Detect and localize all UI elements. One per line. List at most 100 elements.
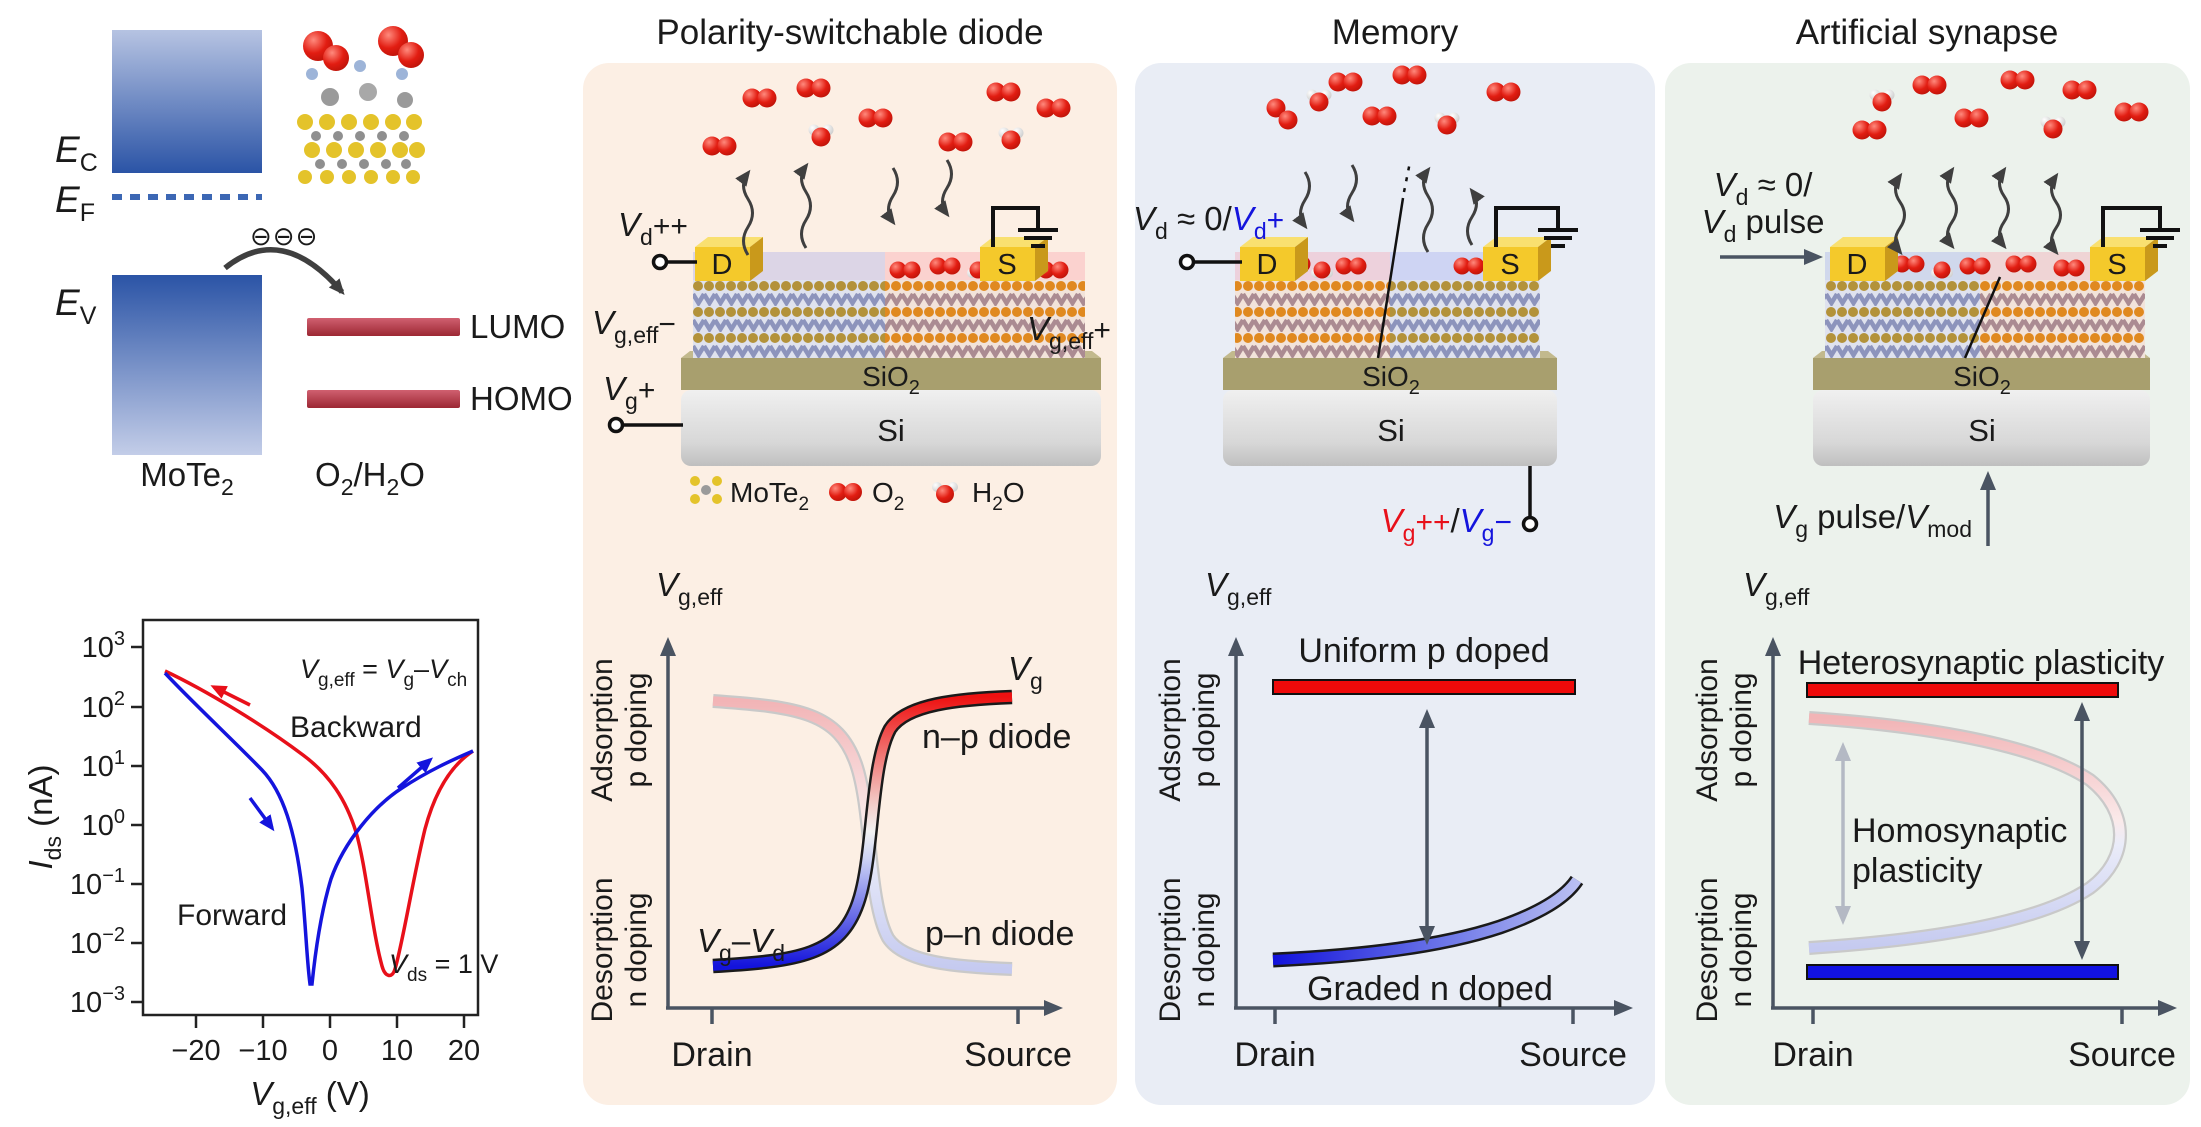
sio2-layer bbox=[681, 358, 1101, 390]
sio2-label: SiO2 bbox=[1953, 361, 2011, 399]
gate-terminal bbox=[1521, 515, 1539, 533]
gate-terminal bbox=[607, 416, 625, 434]
backward-direction-arrow bbox=[210, 685, 251, 707]
vgeff-plus-label: Vg,eff+ bbox=[1027, 310, 1111, 354]
profile-y-title: Vg,eff bbox=[656, 566, 723, 610]
drain-contact: D bbox=[695, 237, 763, 281]
floating-molecules bbox=[1852, 70, 2149, 140]
adsorption-label-1: Adsorption bbox=[1154, 658, 1187, 801]
mote2-legend-label: MoTe2 bbox=[730, 477, 809, 515]
svg-text:0: 0 bbox=[322, 1035, 338, 1067]
drain-letter: D bbox=[712, 249, 733, 281]
drain-label: Drain bbox=[671, 1036, 752, 1074]
vd-label: Vd++ bbox=[618, 206, 688, 250]
forward-direction-arrow-up bbox=[396, 757, 434, 790]
transfer-chart: 103 102 101 100 10−1 10−2 10−3 −20 −10 0… bbox=[22, 618, 498, 1119]
heterosynaptic-n-bar bbox=[1806, 964, 2119, 980]
vg-gate-label: Vg pulse/Vmod bbox=[1773, 498, 1972, 542]
svg-text:10−1: 10−1 bbox=[70, 865, 125, 901]
source-label: Source bbox=[2068, 1036, 2176, 1074]
vg-vd-curve-label: Vg–Vd bbox=[697, 922, 785, 966]
lumo-label: LUMO bbox=[470, 308, 565, 345]
mote2-flake-p-side bbox=[1235, 280, 1390, 358]
ground-symbol bbox=[1494, 206, 1578, 248]
adsorption-arrows bbox=[1292, 164, 1358, 230]
drain-label: Drain bbox=[1772, 1036, 1853, 1074]
vd-label: Vd ≈ 0/Vd+ bbox=[1133, 200, 1284, 244]
junction-line bbox=[1376, 197, 1405, 359]
h2o-legend-label: H2O bbox=[972, 477, 1025, 515]
si-label: Si bbox=[877, 413, 905, 448]
homosynaptic-label-1: Homosynaptic bbox=[1852, 812, 2067, 850]
floating-molecules bbox=[1266, 65, 1521, 135]
y-tick-labels: 103 102 101 100 10−1 10−2 10−3 bbox=[70, 628, 125, 1019]
adsorption-label-2: p doping bbox=[1188, 672, 1221, 787]
svg-text:100: 100 bbox=[82, 806, 125, 842]
drain-contact: D bbox=[1240, 237, 1308, 281]
vg-gate-label: Vg++/Vg− bbox=[1381, 502, 1512, 546]
synapse-device-schematic: D S Vd ≈ 0/ bbox=[1702, 70, 2180, 546]
desorption-label-1: Desorption bbox=[586, 877, 619, 1022]
adsorption-label-2: p doping bbox=[620, 672, 653, 787]
gate-equation: Vg,eff = Vg–Vch bbox=[300, 654, 467, 691]
mote2-flake-n-side bbox=[1825, 280, 1980, 358]
adsorption-arrows bbox=[880, 159, 953, 226]
x-tick-labels: −20 −10 0 10 20 bbox=[171, 1035, 480, 1067]
uniform-p-doped-bar bbox=[1272, 679, 1576, 695]
uniform-p-doped-label: Uniform p doped bbox=[1298, 632, 1549, 670]
drain-terminal bbox=[651, 253, 669, 271]
adsorption-label-2: p doping bbox=[1725, 672, 1758, 787]
source-contact: S bbox=[980, 237, 1048, 281]
adsorption-label-1: Adsorption bbox=[1691, 658, 1724, 801]
mote2-flake-n-side bbox=[693, 280, 885, 358]
o2-legend-icon bbox=[829, 483, 862, 501]
sio2-label: SiO2 bbox=[862, 361, 920, 399]
panel-title-synapse: Artificial synapse bbox=[1796, 13, 2059, 52]
heterosynaptic-p-bar bbox=[1806, 682, 2119, 698]
ec-label: EC bbox=[55, 129, 98, 177]
conduction-band bbox=[112, 30, 262, 173]
homosynaptic-curve bbox=[1808, 713, 2125, 953]
memory-profile-chart: Vg,eff Adsorption p doping Desorption n … bbox=[1154, 566, 1633, 1074]
desorption-label-2: n doping bbox=[620, 892, 653, 1007]
desorption-label-1: Desorption bbox=[1154, 877, 1187, 1022]
mote2-flake-p-side bbox=[1980, 280, 2145, 358]
ground-symbol bbox=[991, 206, 1058, 248]
ev-label: EV bbox=[55, 282, 97, 330]
svg-text:−20: −20 bbox=[171, 1035, 220, 1067]
source-label: Source bbox=[1519, 1036, 1627, 1074]
o2-h2o-label: O2/H2O bbox=[315, 456, 425, 500]
drain-label: Drain bbox=[1234, 1036, 1315, 1074]
backward-label: Backward bbox=[290, 711, 422, 744]
plot-frame bbox=[141, 618, 480, 1017]
sio2-label: SiO2 bbox=[1362, 361, 1420, 399]
h2o-legend-icon bbox=[932, 482, 958, 503]
forward-curve bbox=[163, 671, 474, 986]
si-label: Si bbox=[1377, 413, 1405, 448]
vg-curve-label: Vg bbox=[1008, 650, 1043, 694]
svg-text:102: 102 bbox=[82, 688, 125, 724]
si-substrate bbox=[681, 390, 1101, 466]
source-contact: S bbox=[2090, 237, 2158, 281]
graded-n-doped-label: Graded n doped bbox=[1307, 970, 1553, 1008]
source-contact: S bbox=[1483, 237, 1551, 281]
homo-label: HOMO bbox=[470, 380, 573, 417]
crystal-structure-image bbox=[297, 26, 425, 184]
mote2-legend-icon bbox=[690, 476, 722, 504]
desorption-label-2: n doping bbox=[1188, 892, 1221, 1007]
x-axis-label: Vg,eff (V) bbox=[250, 1075, 370, 1119]
si-substrate bbox=[1813, 390, 2150, 466]
panel-title-diode: Polarity-switchable diode bbox=[656, 13, 1043, 52]
mote2-label: MoTe2 bbox=[140, 456, 234, 500]
svg-text:−10: −10 bbox=[238, 1035, 287, 1067]
band-diagram: EC EF EV ⊖⊖⊖ LUMO HOMO MoTe2 O2/H2O bbox=[55, 26, 573, 500]
vd-label-line2: Vd pulse bbox=[1702, 203, 1825, 247]
lumo-level bbox=[307, 318, 460, 336]
svg-text:103: 103 bbox=[82, 628, 125, 664]
ground-symbol bbox=[2101, 206, 2180, 248]
si-label: Si bbox=[1968, 413, 1996, 448]
drain-terminal bbox=[1178, 253, 1196, 271]
junction-line-dashed bbox=[1402, 161, 1412, 193]
source-label: Source bbox=[964, 1036, 1072, 1074]
svg-text:10−3: 10−3 bbox=[70, 983, 125, 1019]
